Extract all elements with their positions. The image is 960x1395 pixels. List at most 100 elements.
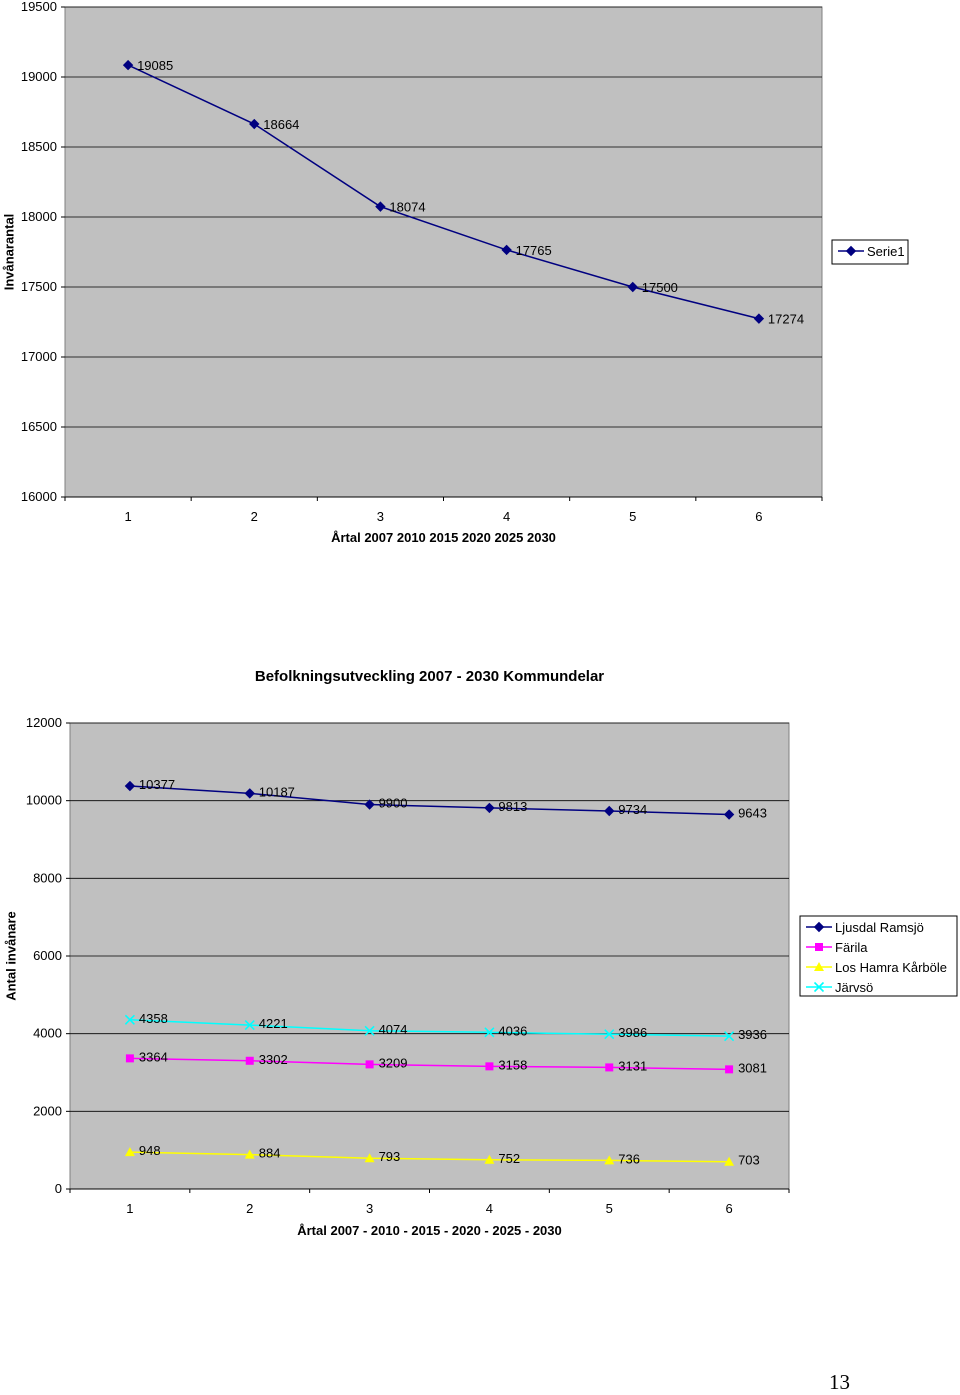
data-point <box>365 1060 374 1069</box>
x-tick-label: 2 <box>251 509 258 524</box>
x-tick-label: 2 <box>246 1201 253 1216</box>
series-line <box>127 64 760 320</box>
legend-marker <box>813 921 825 933</box>
legend-item: Färila <box>806 940 868 955</box>
x-tick-label: 4 <box>503 509 510 524</box>
data-label: 9813 <box>498 799 527 814</box>
y-tick-label: 16500 <box>21 419 57 434</box>
x-tick-label: 3 <box>377 509 384 524</box>
data-label: 17274 <box>768 312 804 327</box>
data-point <box>364 1025 375 1036</box>
data-label: 884 <box>259 1146 281 1161</box>
data-label: 793 <box>379 1149 401 1164</box>
data-label: 4074 <box>379 1022 408 1037</box>
y-tick-label: 0 <box>55 1181 62 1196</box>
data-point <box>484 1154 495 1164</box>
data-label: 3158 <box>498 1057 527 1072</box>
x-tick-label: 3 <box>366 1201 373 1216</box>
y-tick-label: 8000 <box>33 870 62 885</box>
y-tick-label: 17000 <box>21 349 57 364</box>
legend-marker <box>845 245 857 257</box>
data-label: 703 <box>738 1153 760 1168</box>
data-point <box>604 1155 615 1165</box>
legend-item: Serie1 <box>838 244 905 259</box>
series-1: 19085 18664 18074 17765 17500 17274 <box>122 58 804 327</box>
y-tick-label: 10000 <box>26 793 62 808</box>
x-tick-label: 4 <box>486 1201 493 1216</box>
data-point <box>124 780 136 792</box>
series-2: 3364 3302 3209 3158 3131 3081 <box>125 1049 767 1075</box>
data-point <box>244 788 255 799</box>
legend: Ljusdal Ramsjö Färila Los Hamra Kårböle Jär… <box>799 915 958 997</box>
data-label: 18074 <box>389 200 425 215</box>
y-tick-label: 6000 <box>33 948 62 963</box>
data-point <box>753 313 765 324</box>
series-3: 948 884 793 752 736 703 <box>124 1143 760 1168</box>
legend-marker <box>813 981 825 993</box>
page-number: 13 <box>829 1370 850 1394</box>
chart-1: 16000 16500 17000 17500 18000 18500 19000 19500… <box>1 0 909 545</box>
data-point <box>724 1031 735 1042</box>
plot-area <box>64 6 823 498</box>
data-label: 736 <box>618 1151 640 1166</box>
data-point <box>249 118 260 130</box>
data-point <box>724 1156 735 1166</box>
data-point <box>484 1027 495 1038</box>
x-tick-label: 5 <box>606 1201 613 1216</box>
data-label: 4358 <box>139 1011 168 1026</box>
data-point <box>627 281 638 293</box>
data-label: 9734 <box>618 802 647 817</box>
data-label: 3302 <box>259 1052 288 1067</box>
data-point <box>604 805 615 817</box>
legend-box <box>799 915 958 997</box>
data-label: 17500 <box>642 280 678 295</box>
series-line <box>129 1151 730 1163</box>
data-point <box>485 1062 494 1071</box>
data-point <box>124 1147 135 1157</box>
legend-label: Järvsö <box>835 980 873 995</box>
data-label: 10187 <box>259 784 295 799</box>
data-point <box>725 1065 734 1074</box>
data-point <box>124 1014 135 1025</box>
x-tick-label: 1 <box>124 509 131 524</box>
y-tick-label: 2000 <box>33 1103 62 1118</box>
legend-label: Serie1 <box>867 244 905 259</box>
data-label: 3131 <box>618 1058 647 1073</box>
series-line <box>129 785 730 816</box>
data-point <box>245 1056 254 1065</box>
data-point <box>604 1029 615 1040</box>
legend-label: Los Hamra Kårböle <box>835 960 947 975</box>
x-tick-label: 6 <box>755 509 762 524</box>
data-point <box>364 799 375 810</box>
legend: Serie1 <box>831 239 909 265</box>
legend-label: Ljusdal Ramsjö <box>835 920 924 935</box>
series-line <box>129 1057 730 1071</box>
y-tick-label: 19000 <box>21 69 57 84</box>
data-point <box>125 1054 134 1063</box>
data-point <box>122 59 134 71</box>
data-point <box>484 802 495 814</box>
data-label: 752 <box>498 1151 520 1166</box>
data-point <box>364 1153 375 1163</box>
data-label: 4036 <box>498 1023 527 1038</box>
x-axis-label: Årtal 2007 - 2010 - 2015 - 2020 - 2025 -… <box>297 1223 562 1238</box>
data-point <box>244 1020 255 1031</box>
legend-label: Färila <box>835 940 868 955</box>
legend-marker <box>815 943 823 951</box>
data-label: 3209 <box>379 1055 408 1070</box>
data-point <box>605 1063 614 1072</box>
data-label: 19085 <box>137 58 173 73</box>
chart-title: Befolkningsutveckling 2007 - 2030 Kommun… <box>255 668 604 685</box>
y-axis-label: Antal invånare <box>3 911 18 1001</box>
data-point <box>723 809 735 820</box>
data-point <box>375 201 386 212</box>
x-axis-label: Årtal 2007 2010 2015 2020 2025 2030 <box>331 530 556 545</box>
data-label: 948 <box>139 1143 161 1158</box>
legend-item: Los Hamra Kårböle <box>806 960 947 975</box>
chart-2: 0 2000 4000 6000 8000 10000 12000 1 2 3 4 5 6 Befolkn… <box>3 668 958 1238</box>
y-tick-label: 18500 <box>21 139 57 154</box>
y-tick-label: 18000 <box>21 209 57 224</box>
data-label: 4221 <box>259 1016 288 1031</box>
x-tick-label: 5 <box>629 509 636 524</box>
